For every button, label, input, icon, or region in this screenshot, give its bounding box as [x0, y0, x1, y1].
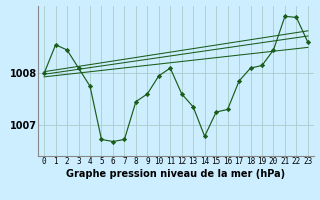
X-axis label: Graphe pression niveau de la mer (hPa): Graphe pression niveau de la mer (hPa) [67, 169, 285, 179]
